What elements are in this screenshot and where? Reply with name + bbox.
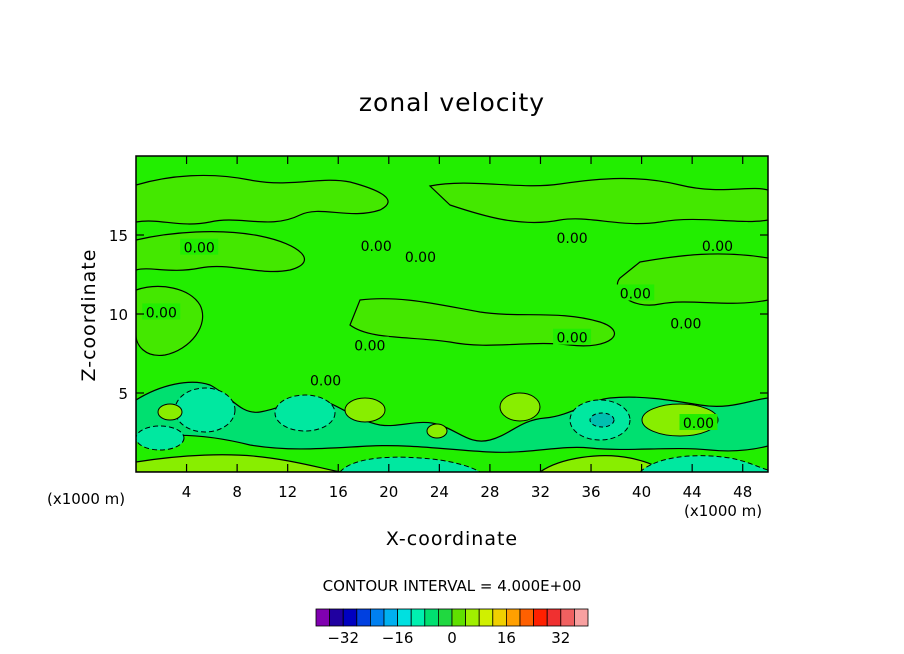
x-tick-label: 16 xyxy=(329,483,348,501)
contour-label: 0.00 xyxy=(670,316,701,332)
contour-label-bg xyxy=(180,238,219,255)
contour-label: 0.00 xyxy=(146,305,177,321)
colorbar-swatch xyxy=(478,608,494,627)
region-mid-center xyxy=(349,298,615,347)
colorbar-tick-label: 0 xyxy=(447,629,457,647)
colorbar-tick-label: −16 xyxy=(382,629,414,647)
region-mid-left xyxy=(136,231,305,273)
colorbar-swatch xyxy=(505,608,521,627)
x-tick-label: 20 xyxy=(379,483,398,501)
colorbar-swatch xyxy=(519,608,535,627)
colorbar-swatch xyxy=(342,608,358,627)
contour-label-bg xyxy=(553,328,592,345)
x-tick-label: 36 xyxy=(581,483,600,501)
x-tick-label: 4 xyxy=(182,483,192,501)
contour-labels: 0.00 0.00 0.00 0.00 0.00 0.00 0.00 0.00 0.00 0.00… xyxy=(142,229,737,432)
x-tick-label: 8 xyxy=(232,483,242,501)
region-bottom-cyan-2 xyxy=(639,455,768,472)
region-bottom-cyan xyxy=(339,456,481,472)
contour-label: 0.00 xyxy=(361,239,392,255)
contour-label-bg xyxy=(357,237,396,254)
cell-cyan-2 xyxy=(274,394,336,432)
x-axis: 4 8 12 16 20 24 28 32 36 40 44 48 xyxy=(182,156,752,501)
contour-label: 0.00 xyxy=(556,231,587,247)
colorbar-tick-label: 16 xyxy=(497,629,516,647)
colorbar-swatch xyxy=(533,608,548,627)
x-unit-left: (x1000 m) xyxy=(47,490,126,508)
colorbar-swatch xyxy=(383,608,399,627)
contour-label: 0.00 xyxy=(683,416,714,432)
region-upper-right xyxy=(428,177,768,225)
colorbar-swatch xyxy=(397,608,412,627)
contour-label-bg xyxy=(401,248,440,265)
x-tick-label: 12 xyxy=(278,483,297,501)
cell-deepcyan-1 xyxy=(589,412,615,428)
contour-label-bg xyxy=(553,229,592,246)
x-tick-label: 24 xyxy=(430,483,449,501)
colorbar-swatch xyxy=(329,608,344,627)
x-tick-label: 44 xyxy=(683,483,702,501)
contour-label-bg xyxy=(142,303,181,320)
contour-label-bg xyxy=(679,414,718,431)
x-tick-label: 40 xyxy=(632,483,651,501)
colorbar-swatch xyxy=(465,608,480,627)
contour-label: 0.00 xyxy=(620,286,651,302)
colorbar-tick-label: 32 xyxy=(551,629,570,647)
colorbar-swatch xyxy=(560,608,575,627)
colorbar-swatch xyxy=(410,608,426,627)
x-tick-label: 28 xyxy=(480,483,499,501)
colorbar-swatch xyxy=(315,608,331,627)
colorbar-swatch xyxy=(424,608,439,627)
cell-yg-1 xyxy=(344,397,386,423)
contour-label-bg xyxy=(616,284,655,301)
x-unit-right: (x1000 m) xyxy=(684,502,763,520)
contour-label: 0.00 xyxy=(310,373,341,389)
colorbar-swatch xyxy=(437,608,453,627)
region-upper-left xyxy=(136,174,389,225)
y-axis-label: Z-coordinate xyxy=(78,248,100,382)
y-tick-label: 5 xyxy=(118,385,128,403)
colorbar-swatch xyxy=(356,608,371,627)
contour-label-bg xyxy=(306,371,345,388)
cell-yg-4 xyxy=(157,403,183,421)
colorbar-swatch xyxy=(546,608,562,627)
chart-title: zonal velocity xyxy=(358,88,546,117)
colorbar-swatch xyxy=(451,608,467,627)
colorbar-swatch xyxy=(369,608,385,627)
cell-yg-5 xyxy=(426,423,448,439)
contour-label: 0.00 xyxy=(702,239,733,255)
colorbar-tick-label: −32 xyxy=(327,629,359,647)
y-tick-label: 10 xyxy=(109,306,128,324)
x-tick-label: 48 xyxy=(733,483,752,501)
colorbar-swatch xyxy=(492,608,507,627)
contour-label: 0.00 xyxy=(354,339,385,355)
cell-cyan-4 xyxy=(136,425,185,451)
colorbar: −32 −16 0 16 32 xyxy=(315,608,589,647)
y-axis: 5 10 15 xyxy=(109,227,768,403)
contour-label: 0.00 xyxy=(405,250,436,266)
plot-area: 0.00 0.00 0.00 0.00 0.00 0.00 0.00 0.00 0.00 0.00… xyxy=(136,156,768,472)
cell-cyan-1 xyxy=(174,387,236,433)
y-tick-label: 15 xyxy=(109,227,128,245)
contour-label-bg xyxy=(666,314,705,331)
x-tick-label: 32 xyxy=(531,483,550,501)
x-axis-label: X-coordinate xyxy=(385,528,519,550)
contour-label: 0.00 xyxy=(556,331,587,347)
colorbar-swatch xyxy=(574,608,589,627)
contour-label-bg xyxy=(698,237,737,254)
field-regions xyxy=(136,174,768,472)
contour-interval-text: CONTOUR INTERVAL = 4.000E+00 xyxy=(322,577,582,595)
contour-label: 0.00 xyxy=(184,241,215,257)
contour-label-bg xyxy=(350,336,389,353)
cell-yg-2 xyxy=(499,392,541,422)
